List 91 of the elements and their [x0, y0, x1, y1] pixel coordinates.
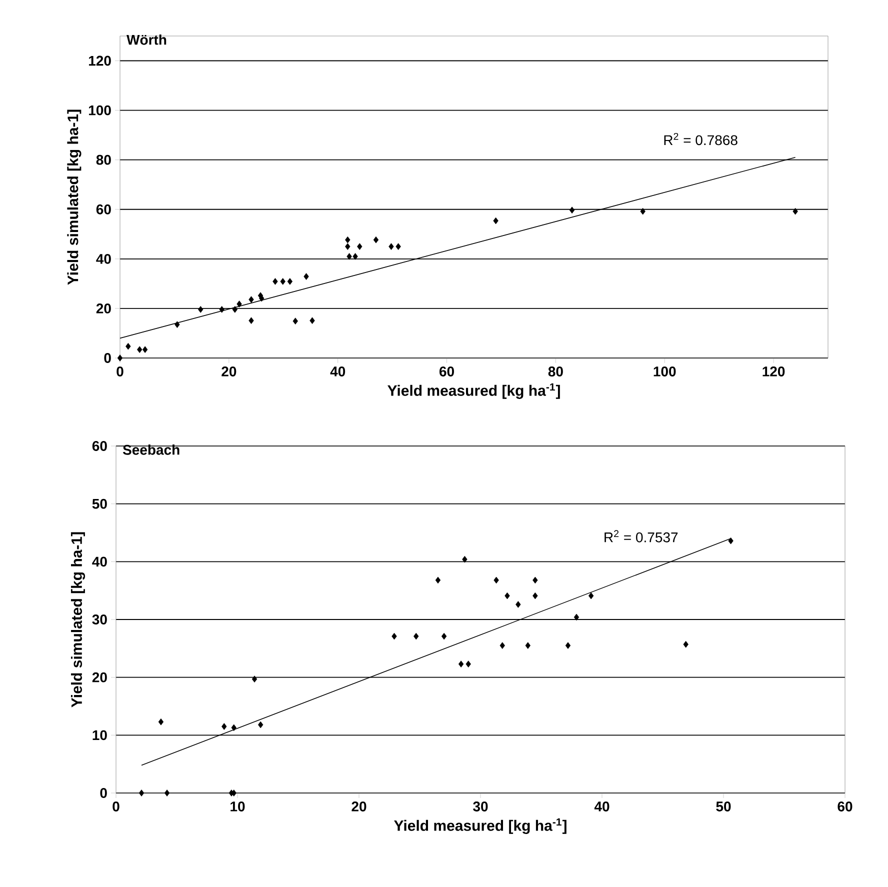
point — [640, 208, 646, 215]
point — [373, 236, 379, 244]
point — [287, 278, 293, 285]
y-tick-label: 40 — [92, 556, 107, 567]
point — [258, 721, 264, 728]
y-tick-label: 100 — [88, 105, 111, 116]
point — [574, 614, 580, 621]
x-tick-label: 0 — [116, 366, 124, 376]
point — [142, 346, 148, 353]
y-tick-label: 60 — [96, 204, 111, 214]
point — [792, 208, 798, 215]
point — [345, 243, 350, 250]
point — [252, 676, 258, 682]
point — [683, 640, 688, 648]
point — [117, 354, 123, 362]
point — [126, 342, 131, 350]
point — [500, 642, 505, 649]
x-tick-label: 10 — [230, 802, 245, 812]
point — [565, 642, 571, 649]
x-tick-label: 40 — [594, 802, 610, 812]
point — [232, 306, 238, 313]
point — [532, 576, 538, 584]
x-tick-label: 20 — [222, 366, 236, 376]
point — [569, 206, 575, 214]
point — [516, 601, 521, 608]
y-tick-label: 0 — [104, 353, 111, 363]
point — [198, 306, 204, 313]
annotation: R$^{2}$ = 0.7537 — [604, 530, 678, 542]
point — [137, 346, 142, 353]
point — [525, 642, 530, 649]
x-tick-label: 50 — [716, 802, 731, 812]
point — [272, 278, 278, 285]
point — [231, 724, 236, 732]
y-tick-label: 20 — [92, 672, 107, 682]
y-tick-label: 30 — [92, 614, 107, 624]
y-tick-label: 60 — [92, 441, 107, 451]
chart-title: Seebach — [122, 444, 180, 455]
point — [493, 217, 498, 224]
point — [164, 790, 170, 796]
point — [414, 632, 419, 640]
point — [280, 278, 286, 285]
y-tick-label: 20 — [96, 303, 111, 314]
chart-title: Wörth — [126, 34, 166, 45]
x-tick-label: 100 — [654, 366, 676, 376]
x-axis-title: Yield measured [kg ha$^{-1}$] — [394, 818, 566, 834]
annotation: R$^{2}$ = 0.7868 — [664, 132, 738, 146]
point — [392, 632, 397, 640]
point — [352, 253, 358, 260]
y-tick-label: 50 — [92, 498, 107, 509]
point — [138, 790, 144, 796]
y-axis-title: Yield simulated [kg ha-1] — [67, 110, 82, 285]
point — [222, 723, 227, 730]
x-tick-label: 40 — [330, 366, 346, 376]
y-tick-label: 120 — [88, 56, 111, 66]
point — [248, 296, 254, 303]
point — [396, 243, 401, 250]
x-tick-label: 30 — [473, 802, 488, 812]
point — [345, 236, 350, 244]
x-tick-label: 20 — [352, 802, 366, 812]
point — [158, 718, 164, 726]
x-axis-title: Yield measured [kg ha$^{-1}$] — [388, 383, 560, 399]
point — [304, 273, 309, 280]
point — [388, 243, 394, 250]
x-tick-label: 0 — [112, 802, 120, 812]
x-tick-label: 120 — [762, 366, 785, 376]
point — [435, 576, 441, 584]
point — [728, 537, 734, 544]
point — [310, 317, 315, 324]
point — [441, 632, 447, 640]
point — [458, 660, 464, 668]
x-tick-label: 60 — [838, 802, 852, 812]
point — [588, 592, 594, 600]
point — [494, 576, 499, 584]
y-tick-label: 0 — [100, 788, 107, 798]
y-tick-label: 10 — [92, 730, 107, 740]
x-tick-label: 80 — [548, 366, 563, 376]
point — [462, 556, 468, 563]
y-tick-label: 40 — [96, 254, 111, 264]
y-axis-title: Yield simulated [kg ha-1] — [70, 532, 86, 708]
point — [504, 592, 510, 600]
point — [466, 660, 471, 668]
point — [346, 253, 352, 260]
y-tick-label: 80 — [96, 154, 111, 165]
point — [248, 317, 254, 324]
point — [174, 321, 180, 328]
point — [292, 318, 298, 324]
point — [357, 243, 362, 250]
point — [219, 306, 224, 313]
point — [236, 300, 242, 308]
x-tick-label: 60 — [440, 366, 454, 376]
point — [532, 592, 538, 600]
